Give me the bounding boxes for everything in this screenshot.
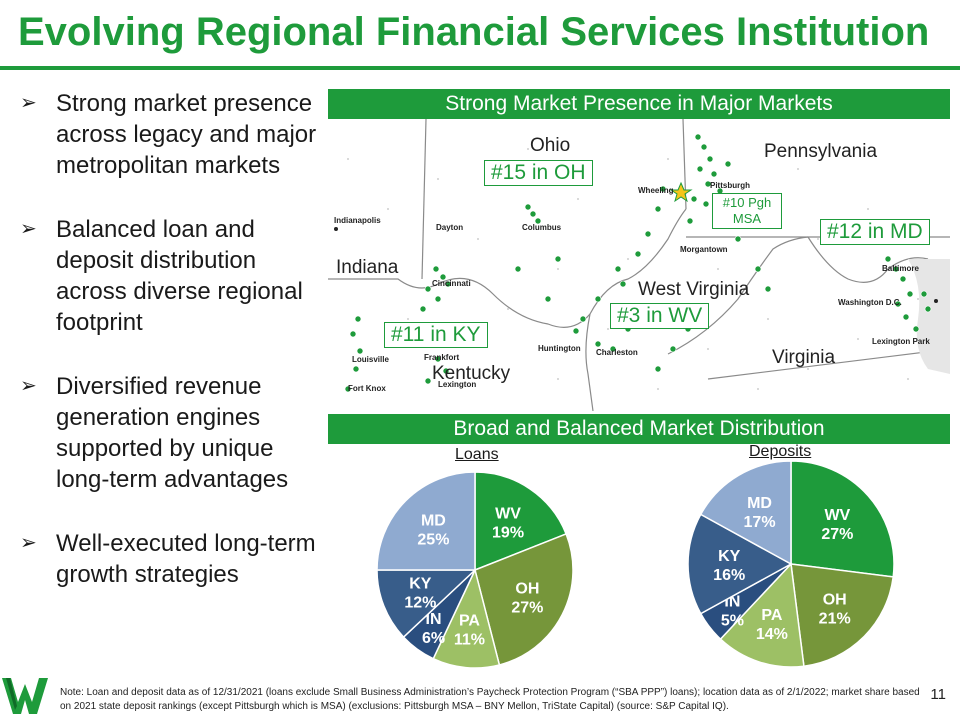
pie-slice-wv (790, 460, 895, 578)
bullet-text: Balanced loan and deposit distribution a… (56, 216, 303, 336)
pie-label-wv: WV 27% (821, 507, 853, 543)
arrow-bullet-icon: ➢ (20, 532, 37, 554)
branch-locations (344, 133, 932, 393)
page-number: 11 (930, 686, 946, 703)
rank-badge-kentucky: #11 in KY (384, 322, 488, 348)
state-label-pennsylvania: Pennsylvania (764, 141, 878, 162)
pie-slice-md (376, 471, 476, 571)
bullet-list: ➢ Strong market presence across legacy a… (20, 88, 325, 623)
chesapeake-bay (908, 259, 950, 374)
state-label-indiana: Indiana (336, 257, 399, 278)
pie-label-pa: PA 14% (756, 607, 788, 643)
city-label-lexington: Lexington (438, 380, 477, 389)
state-label-virginia: Virginia (772, 347, 836, 368)
city-label-cincinnati: Cincinnati (432, 279, 471, 288)
arrow-bullet-icon: ➢ (20, 92, 37, 114)
pie-label-ky: KY 16% (713, 548, 745, 584)
deposits-pie-title: Deposits (749, 443, 812, 460)
state-label-west-virginia: West Virginia (638, 279, 750, 300)
headquarters-star-icon (669, 181, 693, 203)
rank-badge-west-virginia: #3 in WV (610, 303, 710, 329)
city-markers (334, 227, 938, 303)
city-label-louisville: Louisville (352, 355, 389, 364)
pie-slice-wv (474, 471, 568, 572)
bullet-item: ➢ Well-executed long-term growth strateg… (20, 528, 325, 590)
bullet-item: ➢ Balanced loan and deposit distribution… (20, 214, 325, 338)
page-title: Evolving Regional Financial Services Ins… (18, 10, 930, 54)
city-label-washington: Washington D.C. (838, 298, 902, 307)
deposits-pie-chart: WV 27%OH 21%PA 14%IN 5%KY 16%MD 17% (687, 460, 895, 668)
map-banner: Strong Market Presence in Major Markets (328, 89, 950, 119)
city-label-dayton: Dayton (436, 223, 464, 232)
pie-label-md: MD 17% (744, 495, 776, 531)
rank-badge-pittsburgh: #10 Pgh MSA (712, 193, 782, 229)
pie-label-wv: WV 19% (492, 505, 524, 541)
pie-slice-oh (474, 532, 574, 666)
city-label-pittsburgh: Pittsburgh (710, 181, 750, 190)
pie-label-pa: PA 11% (454, 613, 485, 649)
city-label-frankfort: Frankfort (424, 353, 460, 362)
city-label-wheeling: Wheeling (638, 186, 674, 195)
pie-label-md: MD 25% (417, 512, 449, 548)
rank-badge-ohio: #15 in OH (484, 160, 593, 186)
pie-slice-ky (687, 513, 793, 615)
arrow-bullet-icon: ➢ (20, 375, 37, 397)
state-label-ohio: Ohio (530, 135, 571, 156)
rank-badge-maryland: #12 in MD (820, 219, 930, 245)
city-label-fort-knox: Fort Knox (348, 384, 386, 393)
city-label-columbus: Columbus (522, 223, 562, 232)
pie-label-in: IN 6% (422, 611, 445, 647)
distribution-banner: Broad and Balanced Market Distribution (328, 414, 950, 444)
pie-slice-oh (790, 563, 895, 668)
city-label-indianapolis: Indianapolis (334, 216, 381, 225)
bullet-text: Diversified revenue generation engines s… (56, 373, 289, 493)
pie-label-ky: KY 12% (404, 576, 436, 612)
footnote: Note: Loan and deposit data as of 12/31/… (60, 687, 920, 712)
loans-pie-chart: WV 19% OH 27% PA 11% IN 6%KY 12% MD 25% (376, 471, 574, 669)
bullet-text: Well-executed long-term growth strategie… (56, 530, 316, 588)
bullet-item: ➢ Diversified revenue generation engines… (20, 371, 325, 495)
city-label-lexington-park: Lexington Park (872, 337, 930, 346)
wesbanco-w-logo-icon (2, 678, 48, 714)
map-graphic (328, 119, 950, 411)
terrain-texture (347, 148, 919, 390)
city-label-huntington: Huntington (538, 344, 581, 353)
pie-slice-pa (432, 567, 501, 669)
pie-label-oh: OH 27% (511, 581, 543, 617)
arrow-bullet-icon: ➢ (20, 218, 37, 240)
pie-slice-ky (376, 569, 477, 639)
city-label-charleston: Charleston (596, 348, 638, 357)
bullet-item: ➢ Strong market presence across legacy a… (20, 88, 325, 181)
pie-slice-md (699, 460, 792, 566)
state-label-kentucky: Kentucky (432, 363, 511, 384)
pie-label-oh: OH 21% (819, 592, 851, 628)
city-label-morgantown: Morgantown (680, 245, 728, 254)
bullet-text: Strong market presence across legacy and… (56, 90, 317, 179)
title-divider (0, 66, 960, 70)
loans-pie-title: Loans (455, 446, 499, 463)
pie-slice-pa (719, 562, 805, 668)
city-label-baltimore: Baltimore (882, 264, 919, 273)
market-map: Ohio Pennsylvania Indiana West Virginia … (328, 119, 950, 411)
